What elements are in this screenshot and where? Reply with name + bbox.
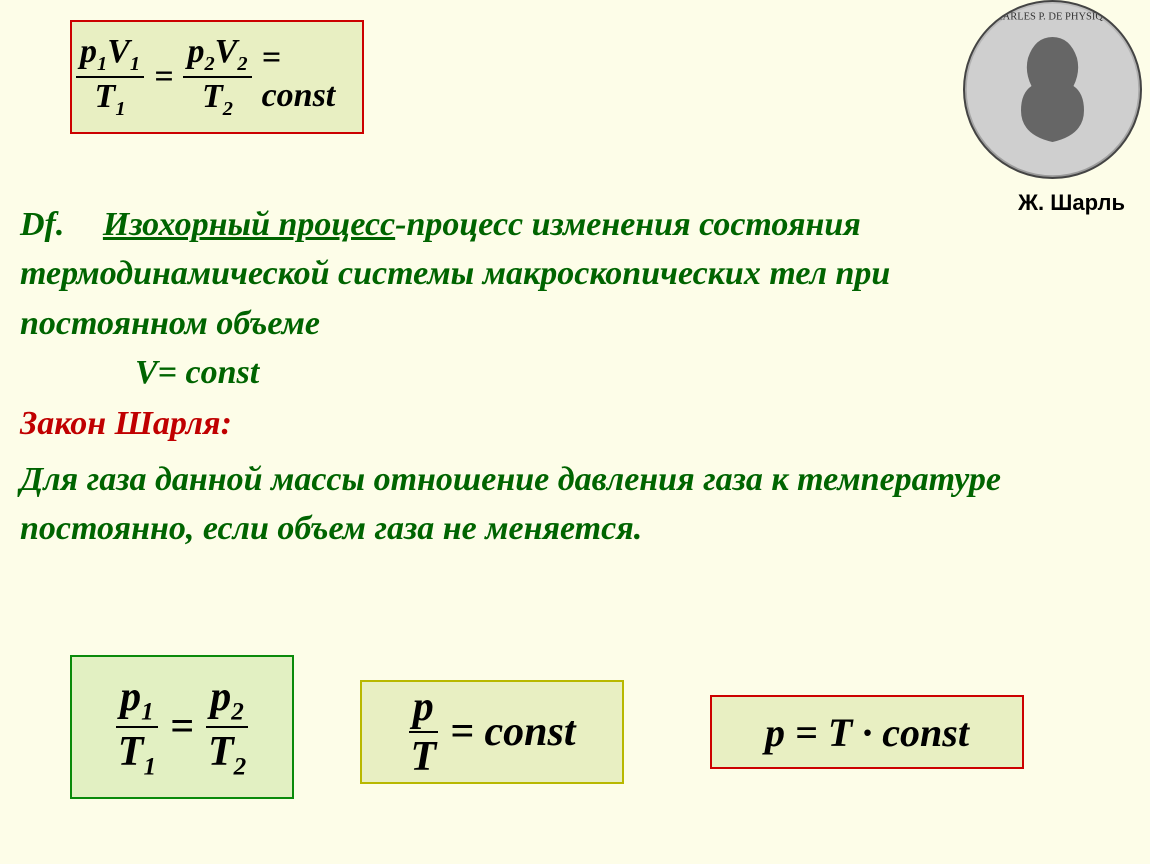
formula-combined-gas-law: p1V1 T1 = p2V2 T2 = const <box>70 20 364 134</box>
b1-r-num: p2 <box>206 673 248 728</box>
b2-tail: = const <box>450 708 575 756</box>
df-label: Df. <box>20 206 64 243</box>
f1-lhs-den: T1 <box>91 78 130 121</box>
f1-lhs-num: p1V1 <box>76 33 144 78</box>
svg-text:CHARLES P. DE PHYSIQUE: CHARLES P. DE PHYSIQUE <box>988 12 1117 23</box>
portrait-silhouette-icon: CHARLES P. DE PHYSIQUE <box>965 2 1140 177</box>
f1-tail: = const <box>262 39 356 115</box>
f1-rhs-den: T2 <box>198 78 237 121</box>
b1-l-num: p1 <box>116 673 158 728</box>
equals-1: = <box>154 58 173 96</box>
b1-r-den: T2 <box>204 728 250 781</box>
f1-rhs-num: p2V2 <box>183 33 251 78</box>
b2-num: p <box>409 683 438 733</box>
law-title: Закон Шарля: <box>20 405 232 443</box>
b3-text: p = T · const <box>765 709 969 756</box>
portrait-caption: Ж. Шарль <box>1018 190 1125 216</box>
portrait-charles: CHARLES P. DE PHYSIQUE <box>963 0 1142 179</box>
def-condition: V= const <box>135 354 259 391</box>
def-term: Изохорный процесс <box>103 206 395 243</box>
formula-p-eq-t-const: p = T · const <box>710 695 1024 769</box>
formula-charles-ratio: p1 T1 = p2 T2 <box>70 655 294 799</box>
law-text: Для газа данной массы отношение давления… <box>20 455 1120 554</box>
equals-b1: = <box>170 703 194 751</box>
definition-block: Df. Изохорный процесс-процесс изменения … <box>20 200 950 397</box>
b2-den: T <box>406 733 440 781</box>
formula-p-over-t-const: p T = const <box>360 680 624 784</box>
b1-l-den: T1 <box>114 728 160 781</box>
